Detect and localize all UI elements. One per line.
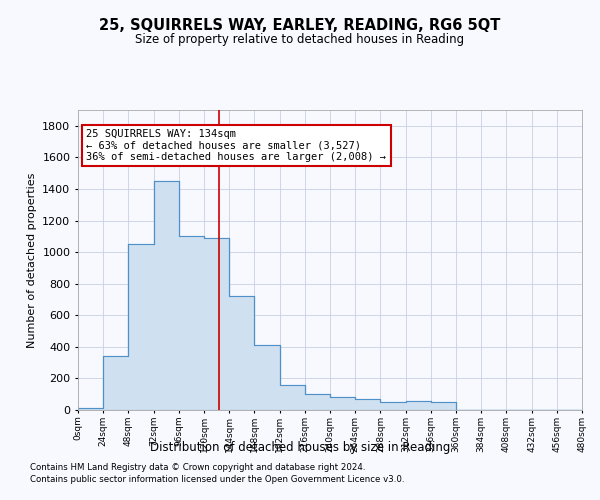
Text: Size of property relative to detached houses in Reading: Size of property relative to detached ho… bbox=[136, 32, 464, 46]
Text: 25, SQUIRRELS WAY, EARLEY, READING, RG6 5QT: 25, SQUIRRELS WAY, EARLEY, READING, RG6 … bbox=[100, 18, 500, 32]
Text: Contains HM Land Registry data © Crown copyright and database right 2024.: Contains HM Land Registry data © Crown c… bbox=[30, 464, 365, 472]
Text: Contains public sector information licensed under the Open Government Licence v3: Contains public sector information licen… bbox=[30, 475, 404, 484]
Y-axis label: Number of detached properties: Number of detached properties bbox=[26, 172, 37, 348]
Text: 25 SQUIRRELS WAY: 134sqm
← 63% of detached houses are smaller (3,527)
36% of sem: 25 SQUIRRELS WAY: 134sqm ← 63% of detach… bbox=[86, 129, 386, 162]
Text: Distribution of detached houses by size in Reading: Distribution of detached houses by size … bbox=[150, 441, 450, 454]
